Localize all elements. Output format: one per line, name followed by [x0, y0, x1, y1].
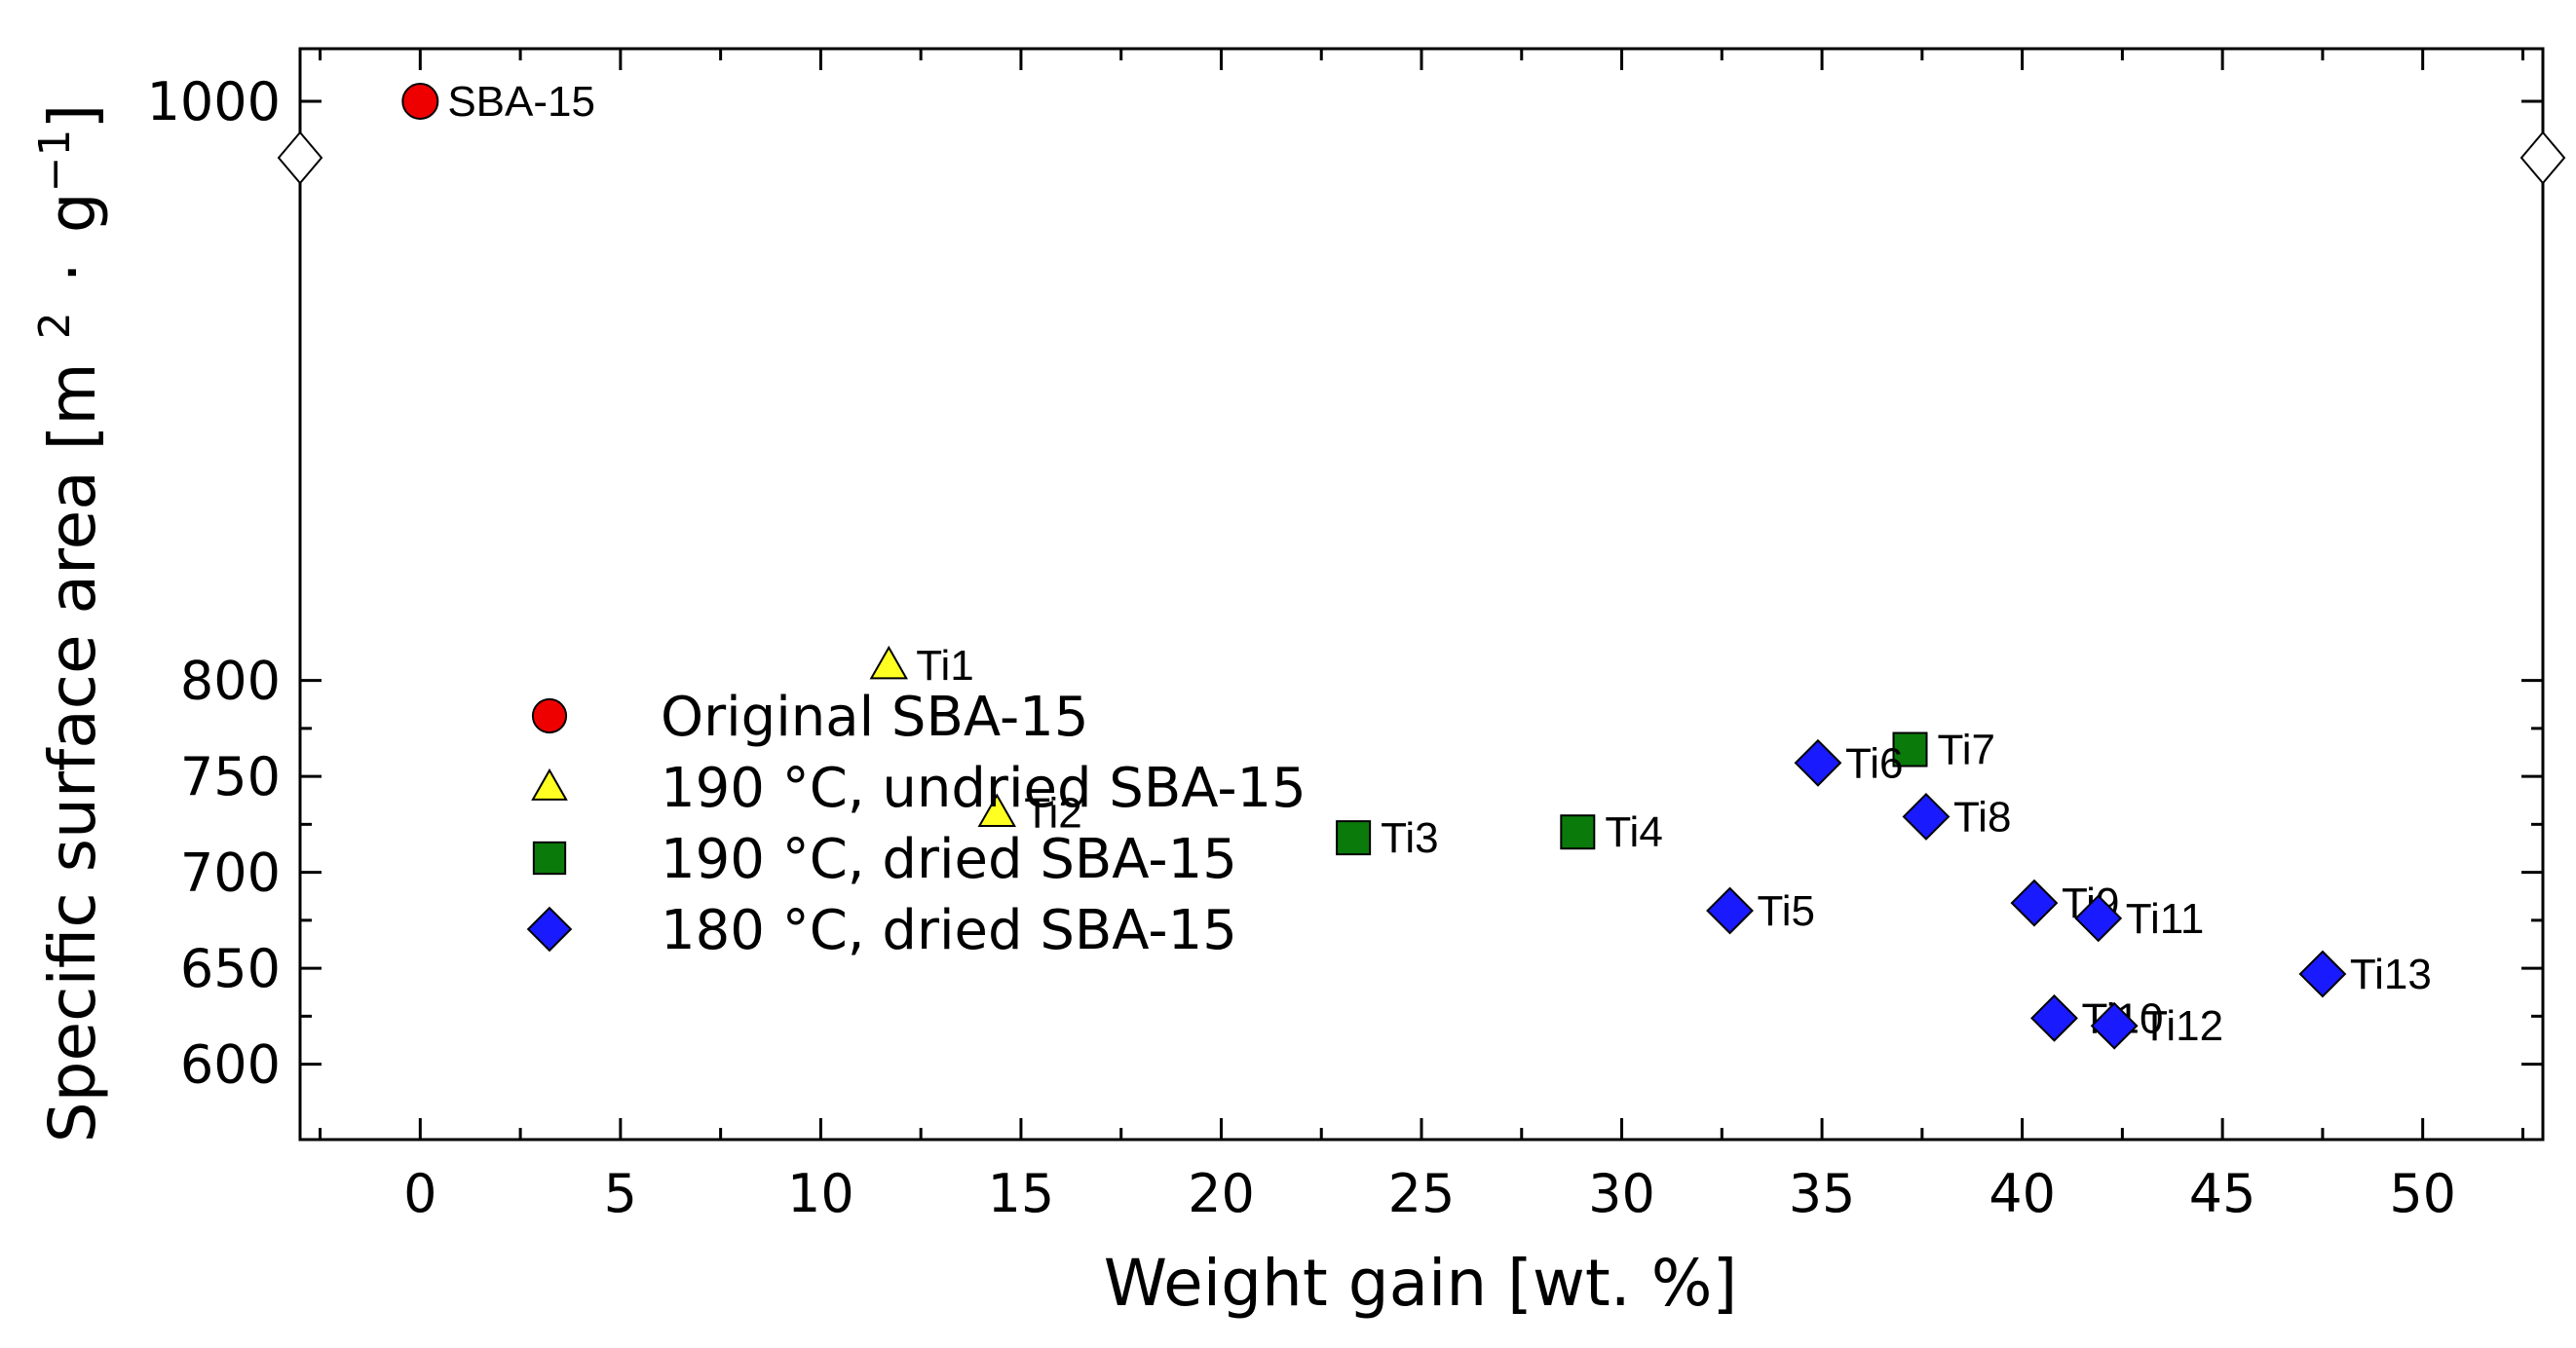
axis-break-left-outer-icon	[277, 131, 301, 184]
x-tick-label: 50	[2389, 1163, 2456, 1224]
x-tick-label: 25	[1388, 1163, 1456, 1224]
data-point	[1892, 731, 1928, 768]
data-point	[1794, 738, 1842, 787]
x-tick-label: 10	[787, 1163, 854, 1224]
data-point	[869, 645, 908, 680]
legend-label: 180 °C, dried SBA-15	[661, 899, 1237, 962]
data-point	[1560, 814, 1596, 850]
point-label: Ti4	[1605, 808, 1663, 856]
point-label: Ti11	[2126, 895, 2205, 943]
x-tick-label: 35	[1789, 1163, 1856, 1224]
axis-break-right-icon	[2519, 131, 2544, 184]
y-tick-label: 1000	[147, 71, 281, 132]
y-axis-title-main: Specific surface area [m	[35, 362, 110, 1142]
data-point	[2090, 1001, 2139, 1050]
data-point	[2074, 894, 2123, 943]
x-tick-label: 45	[2189, 1163, 2256, 1224]
point-label: Ti5	[1758, 887, 1816, 935]
data-point	[401, 83, 439, 120]
data-points: SBA-15Ti1Ti2Ti3Ti4Ti7Ti5Ti6Ti8Ti9Ti10Ti1…	[401, 78, 2432, 1050]
legend-marker	[531, 768, 568, 801]
data-point	[1902, 793, 1951, 841]
y-axis-title: Specific surface area [m 2 · g−1]	[30, 104, 110, 1142]
y-tick-label: 800	[180, 651, 281, 712]
data-point	[1706, 886, 1754, 935]
y-tick-label: 600	[180, 1034, 281, 1096]
legend: Original SBA-15 190 °C, undried SBA-15 190…	[526, 686, 1307, 962]
data-point	[2298, 950, 2347, 998]
point-label: Ti1	[916, 642, 974, 690]
point-label: Ti2	[1024, 790, 1082, 838]
data-point	[977, 793, 1016, 828]
x-tick-label: 15	[988, 1163, 1055, 1224]
plot-frame	[298, 47, 2545, 1142]
x-tick-label: 30	[1588, 1163, 1655, 1224]
y-axis-title-sq: 2	[30, 312, 80, 339]
data-point	[2010, 879, 2059, 927]
point-label: Ti13	[2350, 951, 2432, 998]
x-axis-title: Weight gain [wt. %]	[1104, 1246, 1737, 1321]
y-axis-title-close: ]	[35, 104, 110, 130]
legend-marker	[526, 906, 573, 953]
y-axis-ticks: 600 650 700 750 800 1000	[147, 71, 2543, 1096]
legend-label: 190 °C, dried SBA-15	[661, 828, 1237, 891]
y-axis-title-g: g	[35, 192, 110, 233]
point-label: Ti8	[1953, 793, 2012, 841]
x-tick-label: 40	[1989, 1163, 2056, 1224]
data-point	[1336, 820, 1372, 856]
axis-break-right-outer-icon	[2542, 131, 2566, 184]
legend-label: 190 °C, undried SBA-15	[661, 757, 1307, 820]
y-axis-title-dot: ·	[35, 262, 110, 282]
axis-break-left-icon	[299, 131, 323, 184]
x-tick-label: 5	[604, 1163, 637, 1224]
point-label: Ti6	[1845, 739, 1904, 787]
legend-label: Original SBA-15	[661, 686, 1088, 749]
legend-marker	[532, 841, 567, 876]
x-tick-label: 20	[1188, 1163, 1255, 1224]
y-tick-label: 700	[180, 842, 281, 904]
point-label: Ti12	[2141, 1002, 2223, 1050]
data-point	[2030, 993, 2078, 1042]
x-tick-label: 0	[403, 1163, 436, 1224]
axis-break-marks	[277, 131, 2566, 184]
point-label: Ti3	[1381, 814, 1439, 862]
y-tick-label: 650	[180, 938, 281, 999]
point-label: Ti7	[1938, 727, 1996, 774]
y-tick-label: 750	[180, 746, 281, 807]
x-axis-ticks: 0 5 10 15 20 25 30 35 40 45 50	[319, 49, 2524, 1224]
point-label: SBA-15	[447, 78, 595, 126]
y-axis-title-exp: −1	[30, 130, 80, 193]
legend-marker	[531, 697, 568, 734]
